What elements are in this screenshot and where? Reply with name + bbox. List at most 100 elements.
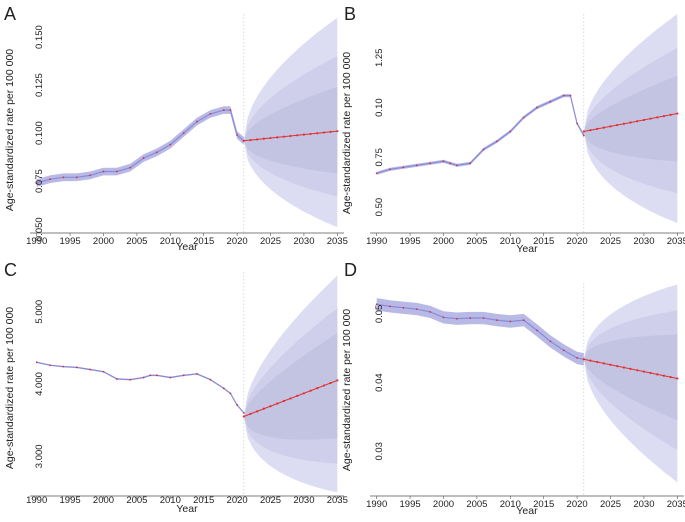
panel-b-observed-point (482, 148, 485, 151)
panel-a-forecast-point (302, 133, 306, 136)
panel-c-forecast-point (249, 412, 252, 416)
panel-c-observed-point (209, 378, 212, 381)
panel-b-observed-point (509, 130, 512, 133)
panel-c-x-tick-label: 2035 (327, 495, 348, 506)
panel-c-observed-point (169, 376, 172, 379)
panel-d-x-label: Year (516, 505, 538, 517)
panel-a-observed-point (62, 176, 65, 179)
panel-c-observed-point (236, 404, 239, 406)
panel-d-forecast-point (622, 366, 625, 369)
panel-d-forecast-point (642, 370, 646, 373)
panel-a-y-tick-label: 0.125 (34, 73, 45, 97)
panel-a-observed-band (36, 106, 244, 187)
panel-a-observed-point (35, 182, 38, 184)
panel-d-observed-point (455, 317, 458, 320)
panel-c-x-label: Year (176, 503, 198, 515)
panel-d-forecast-point (656, 373, 659, 376)
panel-c-forecast-point (276, 402, 279, 405)
panel-b-observed-point (449, 162, 452, 165)
panel-a-letter: A (4, 4, 16, 24)
panel-d-y-label: Age-standardized rate per 100 000 (341, 309, 353, 471)
panel-b-observed-band (376, 94, 584, 175)
panel-a-x-tick-label: 2005 (126, 236, 147, 247)
panel-c-forecast-point (256, 410, 259, 413)
panel-c-x-tick-label: 1995 (60, 495, 81, 506)
panel-b-forecast-point (656, 116, 659, 119)
panel-b-observed-point (402, 166, 405, 169)
panel-c-y-tick-label: 3.000 (34, 444, 45, 468)
panel-d-forecast-point (662, 374, 666, 377)
panel-a-observed-point (222, 109, 225, 111)
panel-c-y-tick-label: 4.000 (34, 372, 45, 396)
panel-b-observed-point (429, 162, 432, 165)
panel-b-forecast-point (669, 113, 672, 116)
panel-b-x-tick-label: 2015 (533, 236, 554, 247)
panel-c-observed-point (62, 365, 65, 368)
panel-c-letter: C (4, 260, 17, 280)
panel-b-observed-point (415, 164, 418, 167)
panel-a-x-tick-label: 1990 (26, 236, 47, 247)
panel-c-forecast-point (269, 405, 272, 408)
panel-b-forecast-point (662, 115, 666, 118)
panel-d-observed-point (549, 340, 552, 343)
panel-a-observed-point (236, 134, 239, 136)
panel-d-observed-point (469, 317, 472, 319)
panel-a-observed-line (36, 109, 245, 184)
panel-b-forecast-band-inner (583, 75, 678, 162)
panel-d: D 1990 1995 2000 2005 2010 2015 2020 2025 2030 20… (341, 260, 685, 517)
panel-b-y-label: Age-standardized rate per 100 000 (341, 52, 353, 214)
panel-a-observed-point (102, 170, 105, 173)
panel-c-forecast-point (296, 394, 299, 397)
panel-c-x-tick-label: 2005 (126, 495, 147, 506)
panel-a-forecast-point (296, 134, 299, 137)
panel-d-observed-point (536, 329, 538, 332)
panel-b-x-label: Year (516, 243, 538, 255)
panel-d-y-tick-label: 0.04 (374, 373, 385, 392)
panel-a-forecast-point (289, 134, 292, 138)
panel-c-observed-point (222, 387, 225, 390)
panel-c-x-tick-label: 1990 (26, 495, 47, 506)
panel-c-forecast-point (316, 387, 319, 390)
panel-d-y-tick-label: 0.05 (374, 305, 385, 324)
panel-c-forecast-point (322, 384, 326, 387)
panel-b-y-tick-label: 1.25 (374, 49, 385, 68)
panel-a-observed-point (169, 143, 172, 146)
panel-c-x-tick-label: 2000 (93, 495, 114, 506)
panel-c-forecast-point (262, 407, 265, 410)
panel-b-plot: 1990 1995 2000 2005 2010 2015 2020 2025 2030 2035… (366, 14, 685, 247)
panel-c-observed-point (129, 378, 132, 381)
panel-b-observed-point (549, 100, 552, 103)
panel-d-x-tick-label: 1990 (366, 499, 387, 510)
panel-a-y-tick-label: 0.050 (34, 217, 45, 241)
panel-a-forecast-point (276, 136, 279, 139)
panel-d-forecast-point (602, 362, 605, 365)
panel-b-x-tick-label: 1990 (366, 236, 387, 247)
panel-d-forecast-point (629, 367, 632, 370)
panel-c-forecast-point (242, 415, 245, 418)
panel-c-x-tick-label: 2015 (193, 495, 214, 506)
panel-b-observed-line (376, 94, 585, 174)
panel-b-forecast-point (596, 127, 599, 131)
panel-c-forecast-point (309, 389, 312, 392)
panel-a-forecast-point (256, 138, 259, 141)
panel-b-x-tick-label: 2030 (633, 236, 654, 247)
panel-b-observed-point (442, 160, 445, 163)
panel-b: B 1990 1995 2000 2005 2010 2015 2020 2025 2030 20… (341, 4, 685, 255)
panel-a-forecast-point (309, 132, 312, 136)
panel-c-observed-point (196, 372, 198, 375)
panel-a-forecast-band-inner (243, 87, 338, 174)
panel-b-forecast-point (649, 117, 652, 120)
panel-d-forecast-point (676, 377, 679, 380)
panel-a-forecast-point (336, 130, 339, 133)
panel-d-observed-point (442, 316, 445, 319)
panel-d-x-tick-label: 2010 (500, 499, 521, 510)
panel-a-x-tick-label: 2035 (327, 236, 348, 247)
panel-b-x-tick-label: 2005 (466, 236, 487, 247)
panel-a-observed-point (209, 112, 212, 115)
panel-d-forecast-point (589, 359, 592, 362)
panel-b-y-tick-label: 0.50 (374, 198, 385, 217)
panel-c-observed-point (242, 412, 245, 414)
panel-d-forecast-band-inner (583, 334, 678, 421)
panel-b-x-tick-label: 2010 (500, 236, 521, 247)
